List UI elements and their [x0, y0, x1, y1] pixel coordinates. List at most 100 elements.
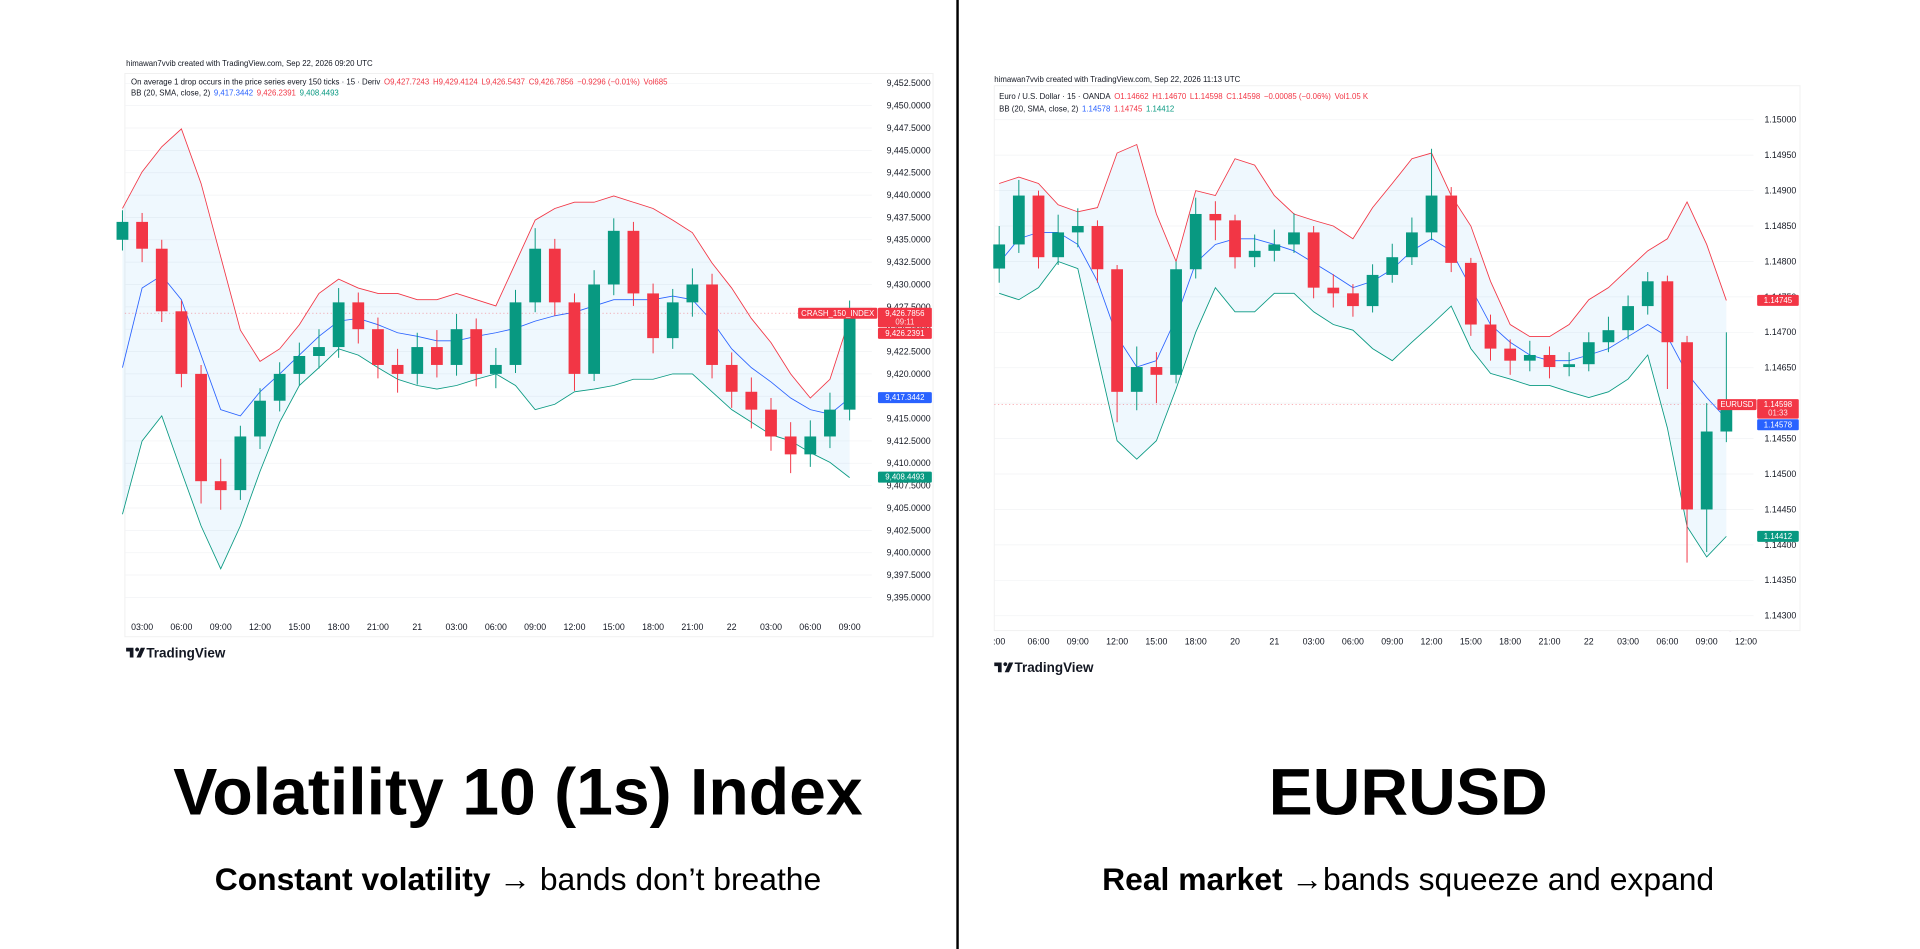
- candle-body: [1052, 232, 1065, 258]
- price-badge-label: 9,426.7856: [885, 309, 925, 318]
- y-tick-label: 9,410.0000: [887, 458, 931, 468]
- symbol-label: EURUSD: [1720, 400, 1753, 409]
- candle-body: [666, 302, 679, 339]
- legend-item: O1.14662: [1114, 92, 1148, 101]
- legend-line: BB (20, SMA, close, 2) 9,417.3442 9,426.23…: [131, 89, 339, 98]
- candle-body: [254, 400, 266, 437]
- x-tick-label: 03:00: [446, 622, 468, 632]
- logo-text: TradingView: [1014, 660, 1094, 675]
- candle-body: [1091, 226, 1104, 270]
- candle-body: [1327, 287, 1340, 294]
- chart-panel: 9,395.0000 9,397.5000 9,400.0000 9,402.5000…: [116, 59, 934, 897]
- legend-item: O9,427.7243: [384, 78, 430, 87]
- x-tick-label: 15:00: [603, 622, 625, 632]
- candle-body: [1170, 269, 1182, 375]
- legend-item: H9,429.4124: [433, 78, 478, 87]
- candle-body: [686, 284, 699, 303]
- candle-body: [1720, 404, 1733, 432]
- legend-item: 1.14412: [1146, 104, 1174, 113]
- x-tick-label: 21: [1269, 637, 1279, 647]
- candle-body: [136, 221, 148, 249]
- candle-body: [1504, 348, 1517, 361]
- x-tick-label: 06:00: [1027, 637, 1049, 647]
- candle-body: [1386, 257, 1399, 275]
- candle-body: [1681, 342, 1693, 510]
- x-tick-label: 03:00: [1303, 637, 1325, 647]
- x-tick-label: 18:00: [642, 622, 664, 632]
- x-tick-label: 03:00: [1617, 637, 1639, 647]
- y-tick-label: 9,412.5000: [887, 436, 931, 446]
- candle-body: [1248, 250, 1261, 258]
- legend-item: L1.14598: [1190, 92, 1223, 101]
- y-tick-label: 9,402.5000: [887, 525, 931, 535]
- price-badge-label: 1.14598: [1764, 400, 1793, 409]
- x-tick-label: 06:00: [170, 622, 192, 632]
- candle-body: [784, 436, 797, 455]
- legend-line: Euro / U.S. Dollar · 15 · OANDA O1.14662 H…: [999, 92, 1369, 101]
- legend-item: 9,417.3442: [214, 89, 253, 98]
- candle-body: [1641, 281, 1654, 307]
- x-tick-label: 21:00: [681, 622, 703, 632]
- y-tick-label: 9,442.5000: [887, 168, 931, 178]
- y-tick-label: 1.14400: [1765, 540, 1797, 550]
- x-tick-label: 20: [1230, 637, 1240, 647]
- legend-item: C9,426.7856: [529, 78, 574, 87]
- x-tick-label: 03:00: [760, 622, 782, 632]
- y-tick-label: 1.14800: [1765, 256, 1797, 266]
- candle-body: [1406, 232, 1418, 258]
- y-tick-label: 9,432.5000: [887, 257, 931, 267]
- legend-item: −0.00085 (−0.06%): [1264, 92, 1331, 101]
- countdown-label: 09:11: [895, 317, 914, 326]
- x-tick-label: 12:00: [1421, 637, 1443, 647]
- y-tick-label: 1.14900: [1765, 186, 1797, 196]
- candle-body: [155, 248, 168, 312]
- band-basis: [122, 274, 850, 417]
- band-fill: [999, 144, 1727, 557]
- x-tick-label: 15:00: [1145, 637, 1167, 647]
- candle-body: [450, 329, 463, 365]
- x-tick-label: 06:00: [1656, 637, 1678, 647]
- candle-body: [1032, 195, 1045, 258]
- price-badge-label: 1.14412: [1764, 532, 1792, 541]
- logo-text: TradingView: [146, 646, 226, 661]
- candle-body: [1622, 306, 1634, 331]
- candle-body: [411, 347, 424, 374]
- watermark: himawan7vvib created with TradingView.co…: [126, 59, 373, 68]
- subtitle-emphasis: Constant volatility: [215, 861, 491, 897]
- y-tick-label: 9,445.0000: [887, 145, 931, 155]
- x-tick-label: 12:00: [1106, 637, 1128, 647]
- candle-body: [175, 311, 188, 374]
- x-tick-label: 18:00: [328, 622, 350, 632]
- price-badge-label: 1.14745: [1764, 296, 1793, 305]
- y-tick-label: 9,395.0000: [887, 592, 931, 602]
- band-upper: [122, 128, 851, 399]
- symbol-label: CRASH_150_INDEX: [801, 309, 875, 318]
- candle-body: [293, 356, 306, 374]
- candle-body: [1209, 213, 1222, 221]
- candle-body: [1582, 342, 1595, 365]
- candle-body: [1229, 220, 1241, 258]
- panel-subtitle: Constant volatility → bands don’t breathe: [215, 861, 821, 897]
- x-tick-label: 06:00: [1342, 637, 1364, 647]
- y-tick-label: 9,437.5000: [887, 212, 931, 222]
- candle-body: [765, 409, 777, 437]
- subtitle-text: → bands don’t breathe: [499, 861, 821, 897]
- y-tick-label: 9,405.0000: [887, 503, 931, 513]
- subtitle-text: →bands squeeze and expand: [1291, 861, 1714, 897]
- candle-body: [568, 302, 581, 374]
- candle-body: [548, 248, 561, 303]
- legend-line: On average 1 drop occurs in the price se…: [131, 78, 668, 87]
- candle-body: [1268, 244, 1281, 251]
- symbol-badge: [798, 307, 878, 319]
- candle-body: [1111, 269, 1123, 392]
- candle-body: [745, 391, 758, 410]
- price-badge: [1757, 294, 1799, 306]
- x-tick-label: 09:00: [524, 622, 546, 632]
- price-badge: [877, 392, 932, 404]
- y-tick-label: 9,452.5000: [887, 78, 931, 88]
- candle-body: [1700, 431, 1713, 510]
- x-tick-label: 21:00: [367, 622, 389, 632]
- band-upper: [999, 143, 1727, 337]
- subtitle-emphasis: Real market: [1102, 861, 1283, 897]
- y-tick-label: 9,422.5000: [887, 346, 931, 356]
